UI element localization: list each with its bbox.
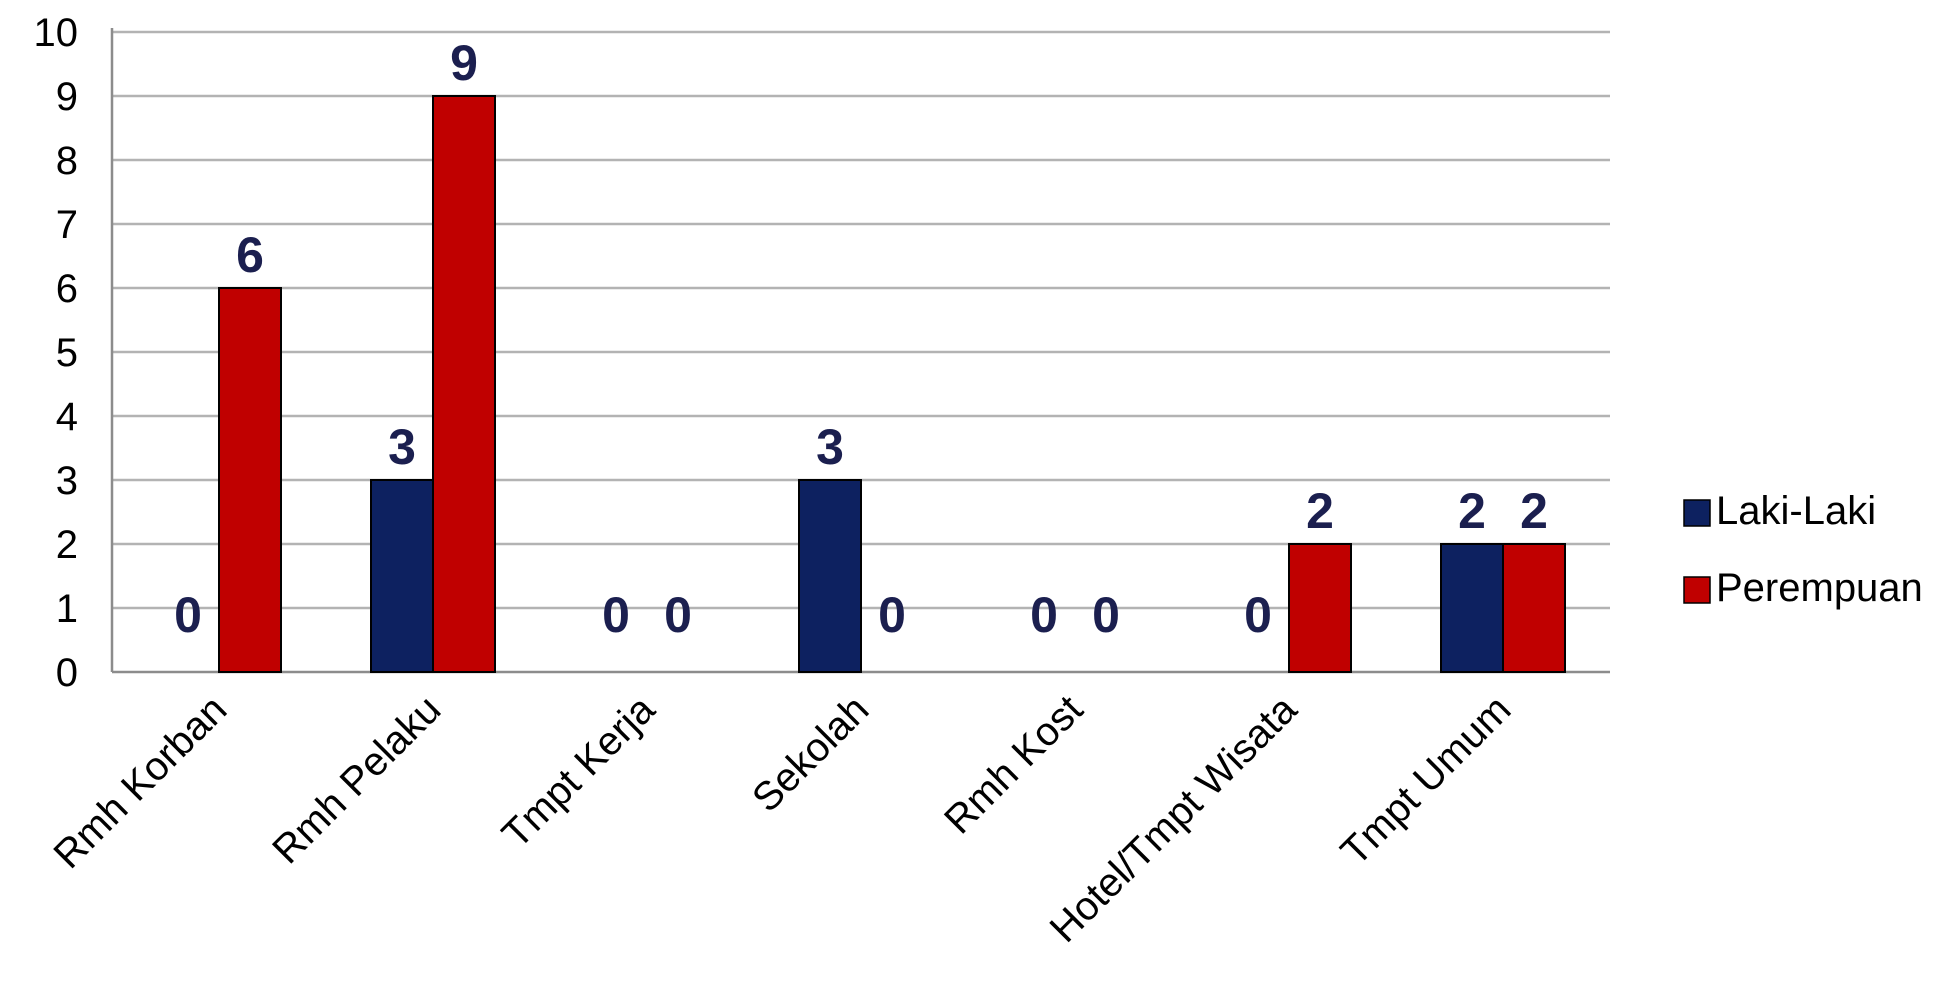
y-tick-label-8: 8 (56, 139, 78, 183)
category-label-6: Tmpt Umum (1333, 687, 1520, 874)
y-tick-label-0: 0 (56, 651, 78, 695)
bar-series1-1 (370, 479, 434, 673)
data-label-series2-0: 6 (236, 227, 264, 283)
legend-swatch-series1 (1683, 499, 1711, 527)
data-label-series2-6: 2 (1520, 483, 1548, 539)
bar-series2-5 (1288, 543, 1352, 673)
axes: 0 1 2 3 4 5 6 7 8 9 10 (34, 11, 1610, 695)
data-label-series1-4: 0 (1030, 587, 1058, 643)
y-tick-label-1: 1 (56, 587, 78, 631)
category-label-3: Sekolah (744, 687, 877, 820)
data-label-series1-0: 0 (174, 587, 202, 643)
category-label-4: Rmh Kost (936, 687, 1091, 842)
y-tick-label-4: 4 (56, 395, 78, 439)
bars (218, 95, 1566, 673)
data-label-series2-3: 0 (878, 587, 906, 643)
data-label-series2-5: 2 (1306, 483, 1334, 539)
bar-series2-1 (432, 95, 496, 673)
bar-series2-6 (1502, 543, 1566, 673)
category-label-0: Rmh Korban (45, 687, 235, 877)
y-tick-label-6: 6 (56, 267, 78, 311)
data-label-series2-1: 9 (450, 35, 478, 91)
grid-lines (112, 30, 1610, 610)
legend-swatch-series2 (1683, 576, 1711, 604)
y-tick-label-2: 2 (56, 523, 78, 567)
legend-label-series2: Perempuan (1716, 566, 1923, 610)
y-tick-label-3: 3 (56, 459, 78, 503)
bar-series2-0 (218, 287, 282, 673)
bar-series1-3 (798, 479, 862, 673)
y-tick-label-7: 7 (56, 203, 78, 247)
legend-label-series1: Laki-Laki (1716, 489, 1876, 533)
y-tick-label-9: 9 (56, 75, 78, 119)
category-label-2: Tmpt Kerja (494, 687, 664, 857)
data-label-series1-3: 3 (816, 419, 844, 475)
data-label-series2-4: 0 (1092, 587, 1120, 643)
y-tick-label-5: 5 (56, 331, 78, 375)
y-tick-label-10: 10 (34, 11, 79, 55)
legend: Laki-Laki Perempuan (1683, 489, 1923, 610)
data-label-series1-5: 0 (1244, 587, 1272, 643)
category-labels: Rmh Korban Rmh Pelaku Tmpt Kerja Sekolah Rmh… (45, 687, 1519, 951)
data-label-series1-2: 0 (602, 587, 630, 643)
data-label-series1-6: 2 (1458, 483, 1486, 539)
data-label-series2-2: 0 (664, 587, 692, 643)
data-label-series1-1: 3 (388, 419, 416, 475)
bar-series1-6 (1440, 543, 1504, 673)
category-label-1: Rmh Pelaku (264, 687, 449, 872)
